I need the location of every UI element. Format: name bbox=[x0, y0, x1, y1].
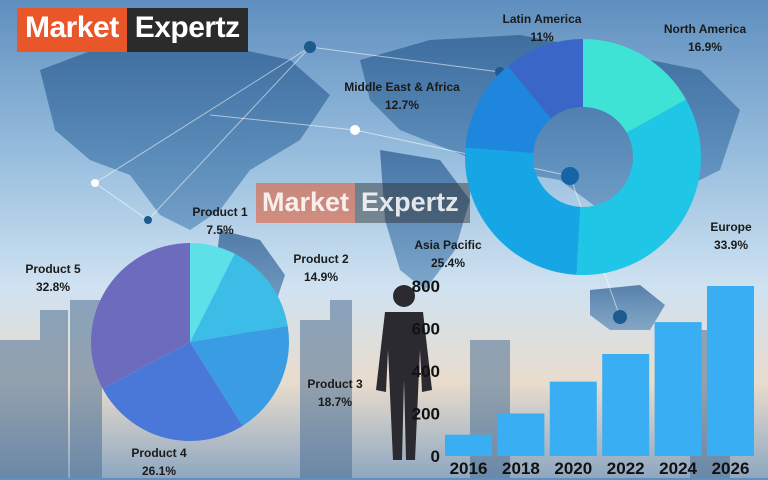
x-tick-label-2024: 2024 bbox=[659, 459, 697, 478]
donut-label-value: 12.7% bbox=[384, 98, 420, 112]
brand-logo-part1: Market bbox=[17, 8, 127, 52]
bar-2018 bbox=[497, 413, 545, 456]
donut-label-asia-pacific: Asia Pacific 25.4% bbox=[403, 236, 493, 272]
donut-slice-latin-america bbox=[507, 39, 583, 119]
pie-label-value: 18.7% bbox=[317, 395, 353, 409]
product-pie-chart bbox=[90, 243, 289, 441]
region-donut-chart bbox=[465, 39, 701, 275]
pie-label-value: 7.5% bbox=[206, 223, 234, 237]
brand-logo: Market Expertz bbox=[17, 8, 248, 52]
pie-label-value: 26.1% bbox=[141, 464, 177, 478]
bar-2020 bbox=[549, 381, 597, 456]
donut-slice-middle-east-africa bbox=[465, 66, 552, 153]
donut-label-middle-east-africa: Middle East & Africa 12.7% bbox=[332, 78, 472, 114]
pie-label-product-1: Product 1 7.5% bbox=[185, 203, 255, 239]
donut-label-name: Latin America bbox=[502, 12, 582, 26]
donut-label-latin-america: Latin America 11% bbox=[487, 10, 597, 46]
watermark-part2: Expertz bbox=[355, 183, 470, 223]
donut-label-value: 16.9% bbox=[687, 40, 723, 54]
pie-label-name: Product 1 bbox=[192, 205, 248, 219]
donut-slice-europe bbox=[576, 99, 701, 275]
bar-2024 bbox=[654, 322, 702, 456]
y-tick-label-400: 400 bbox=[412, 362, 440, 381]
pie-slice-product-2 bbox=[190, 253, 288, 342]
donut-label-name: Europe bbox=[710, 220, 752, 234]
pie-label-value: 32.8% bbox=[35, 280, 71, 294]
y-tick-label-0: 0 bbox=[431, 447, 440, 466]
donut-label-europe: Europe 33.9% bbox=[695, 218, 767, 254]
pie-label-product-5: Product 5 32.8% bbox=[18, 260, 88, 296]
brand-logo-part2: Expertz bbox=[126, 8, 248, 52]
y-tick-label-200: 200 bbox=[412, 405, 440, 424]
pie-label-product-4: Product 4 26.1% bbox=[124, 444, 194, 480]
pie-slice-product-1 bbox=[190, 243, 235, 342]
pie-slice-product-4 bbox=[102, 342, 243, 441]
businessman-silhouette bbox=[376, 285, 432, 460]
watermark: Market Expertz bbox=[256, 183, 470, 223]
bar-2022 bbox=[602, 354, 650, 456]
donut-label-name: North America bbox=[663, 22, 747, 36]
watermark-part1: Market bbox=[256, 183, 356, 223]
donut-label-value: 11% bbox=[530, 30, 554, 44]
y-tick-label-600: 600 bbox=[412, 320, 440, 339]
donut-label-north-america: North America 16.9% bbox=[655, 20, 755, 56]
bar-2016 bbox=[445, 434, 492, 456]
donut-label-name: Asia Pacific bbox=[414, 238, 482, 252]
x-tick-label-2020: 2020 bbox=[554, 459, 592, 478]
pie-slice-product-3 bbox=[190, 325, 289, 426]
y-tick-label-800: 800 bbox=[412, 277, 440, 296]
bar-2026 bbox=[707, 286, 754, 456]
continent-north-america bbox=[40, 40, 330, 230]
donut-label-value: 25.4% bbox=[430, 256, 466, 270]
pie-label-product-3: Product 3 18.7% bbox=[300, 375, 370, 411]
donut-label-value: 33.9% bbox=[713, 238, 749, 252]
pie-label-name: Product 5 bbox=[25, 262, 81, 276]
pie-label-name: Product 4 bbox=[131, 446, 187, 460]
pie-label-product-2: Product 2 14.9% bbox=[286, 250, 356, 286]
pie-label-name: Product 3 bbox=[307, 377, 363, 391]
x-tick-label-2022: 2022 bbox=[607, 459, 645, 478]
x-tick-label-2016: 2016 bbox=[450, 459, 488, 478]
donut-center-node bbox=[561, 167, 579, 185]
x-tick-label-2026: 2026 bbox=[712, 459, 750, 478]
donut-slice-north-america bbox=[583, 39, 687, 133]
x-tick-label-2018: 2018 bbox=[502, 459, 540, 478]
growth-bar-chart: 2016 2018 2020 2022 2024 2026 0 200 400 600 800 bbox=[412, 277, 754, 478]
pie-slice-product-5 bbox=[90, 243, 190, 389]
donut-slice-asia-pacific bbox=[465, 147, 581, 275]
pie-label-name: Product 2 bbox=[293, 252, 349, 266]
continent-africa bbox=[380, 150, 470, 290]
continent-australia bbox=[590, 285, 665, 330]
donut-label-name: Middle East & Africa bbox=[344, 80, 460, 94]
pie-label-value: 14.9% bbox=[303, 270, 339, 284]
